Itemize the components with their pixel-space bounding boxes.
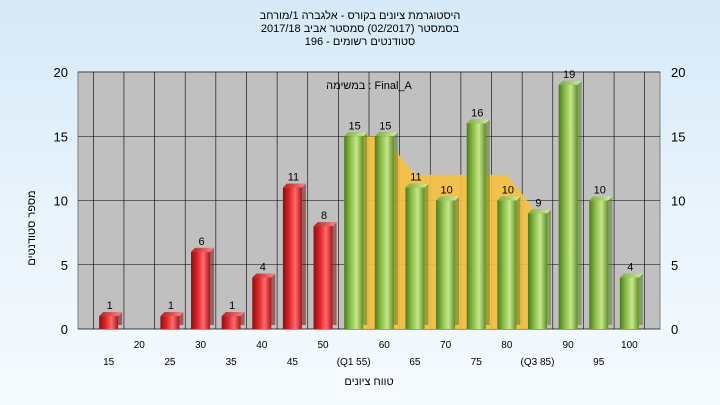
y-tick-label: 5 bbox=[61, 258, 68, 273]
bar bbox=[558, 84, 578, 329]
x-tick-label: 50 bbox=[317, 340, 329, 351]
y-axis-label: מספר סטודנטים bbox=[26, 190, 38, 265]
bar bbox=[466, 123, 486, 330]
bar-value-label: 4 bbox=[627, 262, 633, 274]
bar bbox=[221, 316, 241, 329]
x-tick-label: 95 bbox=[593, 357, 605, 368]
bar-top bbox=[99, 312, 123, 317]
bar-value-label: 10 bbox=[502, 185, 514, 197]
bar bbox=[619, 277, 639, 329]
x-tick-label: 90 bbox=[563, 340, 575, 351]
y-tick-label: 20 bbox=[54, 65, 68, 80]
bar-top bbox=[313, 222, 337, 227]
bar-top bbox=[221, 312, 245, 317]
bar bbox=[527, 213, 547, 329]
x-tick-label: 100 bbox=[621, 340, 638, 351]
bar-value-label: 1 bbox=[229, 300, 235, 312]
bar bbox=[160, 316, 180, 329]
bar-value-label: 15 bbox=[349, 120, 361, 132]
chart-subtitle-students: סטודנטים רשומים - 196 bbox=[304, 36, 416, 48]
x-tick-label: (Q1 55) bbox=[337, 357, 371, 368]
y-tick-label-right: 5 bbox=[671, 258, 678, 273]
chart-subtitle-semester: בסמסטר (02/2017) סמסטר אביב 2017/18 bbox=[260, 23, 460, 35]
bar-top bbox=[252, 273, 276, 278]
y-tick-label: 15 bbox=[54, 129, 68, 144]
bar-top bbox=[497, 196, 521, 201]
bar-top bbox=[160, 312, 184, 317]
x-tick-label: (Q3 85) bbox=[521, 357, 555, 368]
bar-value-label: 16 bbox=[471, 107, 483, 119]
bar-value-label: 1 bbox=[168, 300, 174, 312]
bar bbox=[436, 200, 456, 329]
bar bbox=[589, 200, 609, 329]
y-tick-label-right: 0 bbox=[671, 322, 678, 337]
bar-top bbox=[191, 247, 215, 252]
bar bbox=[313, 226, 333, 329]
bar-value-label: 9 bbox=[535, 197, 541, 209]
bar bbox=[99, 316, 119, 329]
bar-value-label: 11 bbox=[288, 172, 299, 184]
bar-top bbox=[436, 196, 460, 201]
bar-value-label: 11 bbox=[410, 172, 421, 184]
bar-top bbox=[589, 196, 613, 201]
y-tick-label-right: 10 bbox=[671, 194, 685, 209]
bar-value-label: 8 bbox=[321, 210, 327, 222]
chart-title: היסטוגרמת ציונים בקורס - אלגברה 1/מורחב bbox=[259, 10, 461, 22]
bar-top bbox=[405, 183, 429, 188]
y-tick-label-right: 15 bbox=[671, 129, 685, 144]
y-tick-label: 0 bbox=[61, 322, 68, 337]
bar-top bbox=[282, 183, 306, 188]
x-tick-label: 60 bbox=[379, 340, 391, 351]
bar-top bbox=[558, 80, 582, 85]
bar bbox=[405, 187, 425, 329]
x-tick-label: 15 bbox=[103, 357, 115, 368]
bar-value-label: 6 bbox=[198, 236, 204, 248]
y-tick-label-right: 20 bbox=[671, 65, 685, 80]
x-tick-label: 70 bbox=[440, 340, 452, 351]
bar bbox=[252, 277, 272, 329]
bar bbox=[374, 136, 394, 329]
x-axis-label: טווח ציונים bbox=[344, 376, 393, 388]
bar-top bbox=[619, 273, 643, 278]
bar-value-label: 10 bbox=[440, 185, 452, 197]
bar-value-label: 19 bbox=[563, 69, 575, 81]
x-tick-label: 80 bbox=[501, 340, 513, 351]
bar-value-label: 4 bbox=[260, 262, 266, 274]
bar-top bbox=[466, 119, 490, 124]
bar-value-label: 10 bbox=[594, 185, 606, 197]
bar bbox=[497, 200, 517, 329]
bar-value-label: 15 bbox=[379, 120, 391, 132]
x-tick-label: 75 bbox=[471, 357, 483, 368]
x-tick-label: 45 bbox=[287, 357, 299, 368]
x-tick-label: 65 bbox=[409, 357, 421, 368]
x-tick-label: 35 bbox=[226, 357, 238, 368]
bar-top bbox=[527, 209, 551, 214]
task-annotation: במשימה : Final_A bbox=[326, 80, 412, 92]
x-tick-label: 20 bbox=[134, 340, 146, 351]
bar-top bbox=[344, 132, 368, 137]
bar bbox=[282, 187, 302, 329]
x-tick-label: 40 bbox=[256, 340, 268, 351]
axes: 0 0 5 5 10 10 15 15 20 20 15 20 25 30 35 40 45 50 (Q1 55) 6… bbox=[54, 65, 686, 368]
bar bbox=[191, 251, 211, 329]
bar-top bbox=[374, 132, 398, 137]
bar bbox=[344, 136, 364, 329]
bar-value-label: 1 bbox=[107, 300, 113, 312]
y-tick-label: 10 bbox=[54, 194, 68, 209]
x-tick-label: 30 bbox=[195, 340, 207, 351]
x-tick-label: 25 bbox=[164, 357, 176, 368]
